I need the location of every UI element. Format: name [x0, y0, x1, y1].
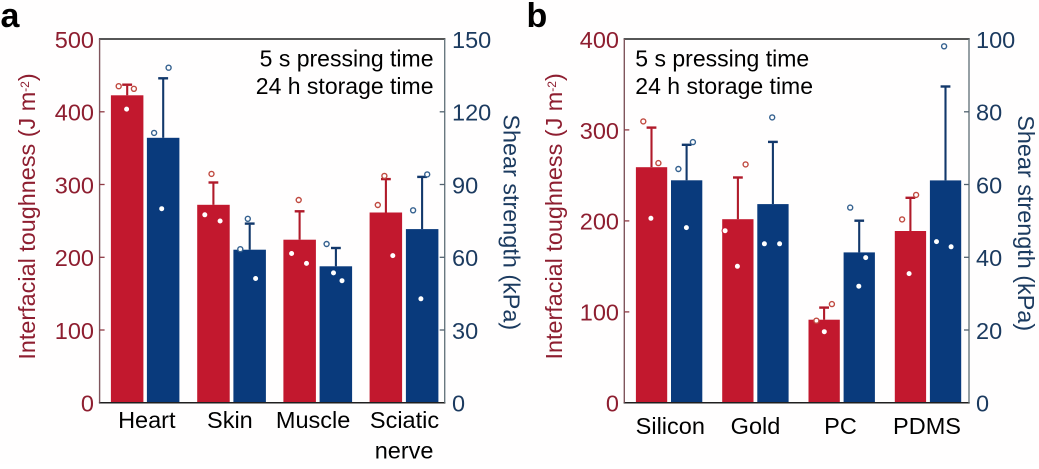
svg-text:60: 60: [976, 172, 1002, 198]
svg-text:80: 80: [976, 100, 1002, 126]
svg-text:200: 200: [580, 209, 619, 235]
svg-text:Silicon: Silicon: [636, 413, 705, 439]
svg-text:Shear strength (kPa): Shear strength (kPa): [1013, 115, 1039, 331]
svg-text:Heart: Heart: [118, 407, 176, 433]
svg-text:a: a: [1, 0, 21, 35]
svg-text:200: 200: [55, 245, 94, 271]
svg-text:0: 0: [452, 391, 465, 417]
svg-text:120: 120: [452, 100, 491, 126]
svg-text:b: b: [527, 0, 548, 35]
svg-text:24 h storage time: 24 h storage time: [635, 73, 813, 99]
svg-text:5 s pressing time: 5 s pressing time: [635, 45, 809, 71]
svg-text:Skin: Skin: [207, 407, 253, 433]
svg-text:500: 500: [55, 27, 94, 53]
svg-text:300: 300: [580, 118, 619, 144]
svg-text:400: 400: [580, 27, 619, 53]
svg-text:100: 100: [976, 27, 1015, 53]
svg-text:100: 100: [55, 318, 94, 344]
svg-text:0: 0: [976, 391, 989, 417]
svg-text:150: 150: [452, 27, 491, 53]
svg-text:Sciatic: Sciatic: [370, 407, 439, 433]
svg-text:5 s pressing time: 5 s pressing time: [260, 45, 434, 71]
svg-text:300: 300: [55, 172, 94, 198]
svg-text:PDMS: PDMS: [893, 413, 961, 439]
svg-text:400: 400: [55, 100, 94, 126]
svg-text:Shear strength (kPa): Shear strength (kPa): [499, 114, 525, 330]
svg-text:0: 0: [81, 391, 94, 417]
svg-text:Muscle: Muscle: [276, 407, 350, 433]
svg-text:100: 100: [580, 300, 619, 326]
svg-text:0: 0: [606, 391, 619, 417]
svg-text:90: 90: [452, 172, 478, 198]
svg-text:Gold: Gold: [731, 413, 781, 439]
svg-text:nerve: nerve: [375, 438, 434, 464]
svg-text:Interfacial toughness (J m-2): Interfacial toughness (J m-2): [541, 73, 567, 359]
svg-text:30: 30: [452, 318, 478, 344]
svg-text:20: 20: [976, 318, 1002, 344]
svg-text:40: 40: [976, 245, 1002, 271]
svg-text:60: 60: [452, 245, 478, 271]
svg-text:PC: PC: [824, 413, 857, 439]
svg-text:Interfacial toughness (J m-2): Interfacial toughness (J m-2): [14, 73, 40, 359]
svg-text:24 h storage time: 24 h storage time: [256, 73, 434, 99]
